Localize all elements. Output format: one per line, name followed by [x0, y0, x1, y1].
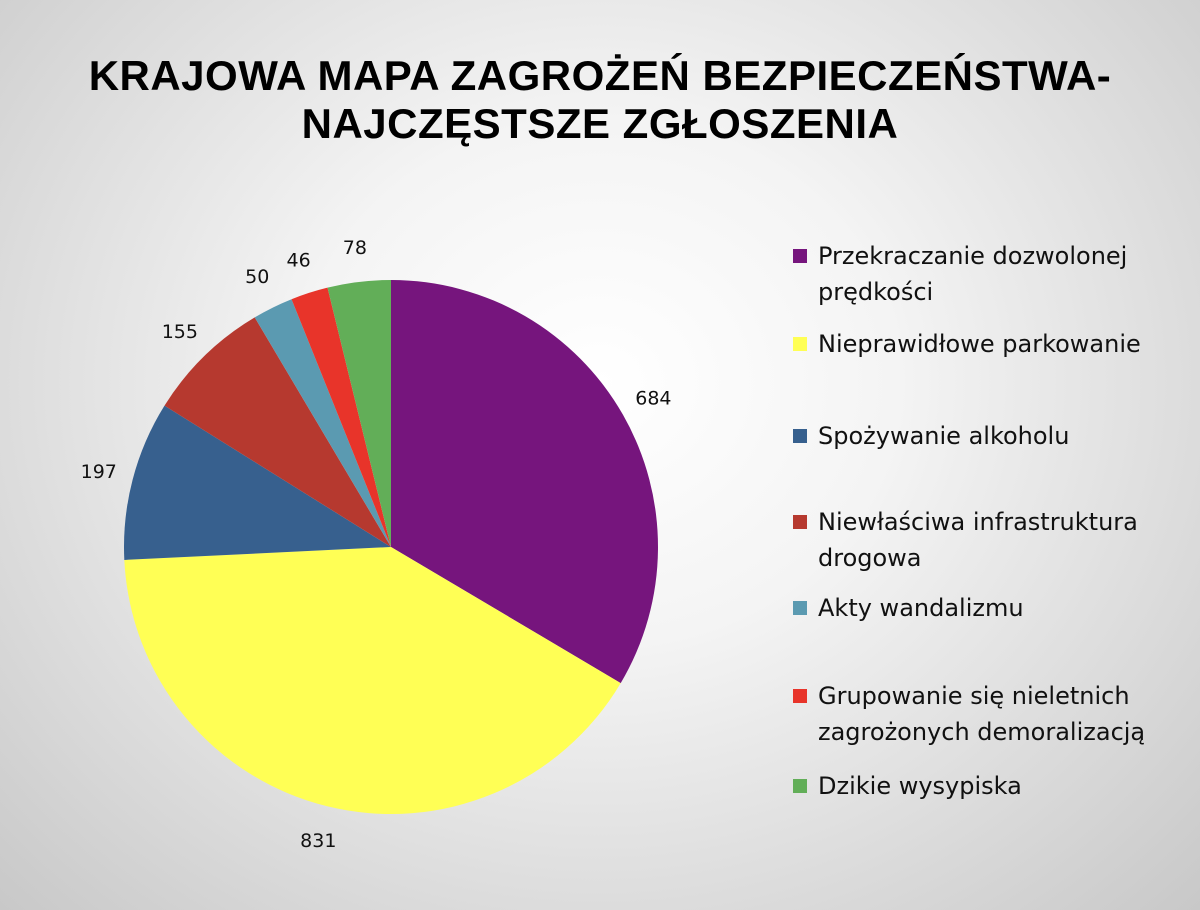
legend-swatch [793, 515, 807, 529]
legend-label: Przekraczanie dozwolonej prędkości [818, 242, 1128, 306]
legend-item-2: Nieprawidłowe parkowanie [793, 326, 1178, 362]
pie-slice-7 [327, 280, 391, 547]
pie-slice-1 [391, 280, 658, 684]
data-label-1: 684 [635, 387, 671, 409]
legend-swatch [793, 601, 807, 615]
data-label-7: 78 [343, 237, 367, 259]
data-label-4: 155 [162, 321, 198, 343]
chart-title-line-2: NAJCZĘSTSZE ZGŁOSZENIA [301, 100, 899, 147]
pie-slice-6 [291, 287, 391, 547]
legend-swatch [793, 337, 807, 351]
legend-item-5: Akty wandalizmu [793, 590, 1178, 626]
data-label-5: 50 [245, 266, 269, 288]
chart-title: KRAJOWA MAPA ZAGROŻEŃ BEZPIECZEŃSTWA- NA… [0, 52, 1200, 148]
data-label-2: 831 [300, 830, 336, 852]
legend-label: Grupowanie się nieletnich zagrożonych de… [818, 682, 1146, 746]
legend-swatch [793, 689, 807, 703]
legend-swatch [793, 429, 807, 443]
legend-label: Spożywanie alkoholu [818, 422, 1070, 450]
pie-slice-5 [254, 299, 391, 547]
legend-item-1: Przekraczanie dozwolonej prędkości [793, 238, 1178, 310]
legend-swatch [793, 779, 807, 793]
legend-item-4: Niewłaściwa infrastruktura drogowa [793, 504, 1178, 576]
pie-slice-2 [124, 547, 621, 814]
legend-item-7: Dzikie wysypiska [793, 768, 1178, 804]
legend-swatch [793, 249, 807, 263]
legend-label: Dzikie wysypiska [818, 772, 1022, 800]
legend-label: Niewłaściwa infrastruktura drogowa [818, 508, 1138, 572]
legend-label: Akty wandalizmu [818, 594, 1024, 622]
pie-slice-3 [124, 405, 391, 560]
pie-slice-4 [164, 317, 391, 547]
legend-label: Nieprawidłowe parkowanie [818, 330, 1141, 358]
data-label-6: 46 [287, 249, 311, 271]
legend-item-6: Grupowanie się nieletnich zagrożonych de… [793, 678, 1178, 750]
legend-item-3: Spożywanie alkoholu [793, 418, 1178, 454]
chart-title-line-1: KRAJOWA MAPA ZAGROŻEŃ BEZPIECZEŃSTWA- [88, 52, 1112, 99]
data-label-3: 197 [81, 461, 117, 483]
